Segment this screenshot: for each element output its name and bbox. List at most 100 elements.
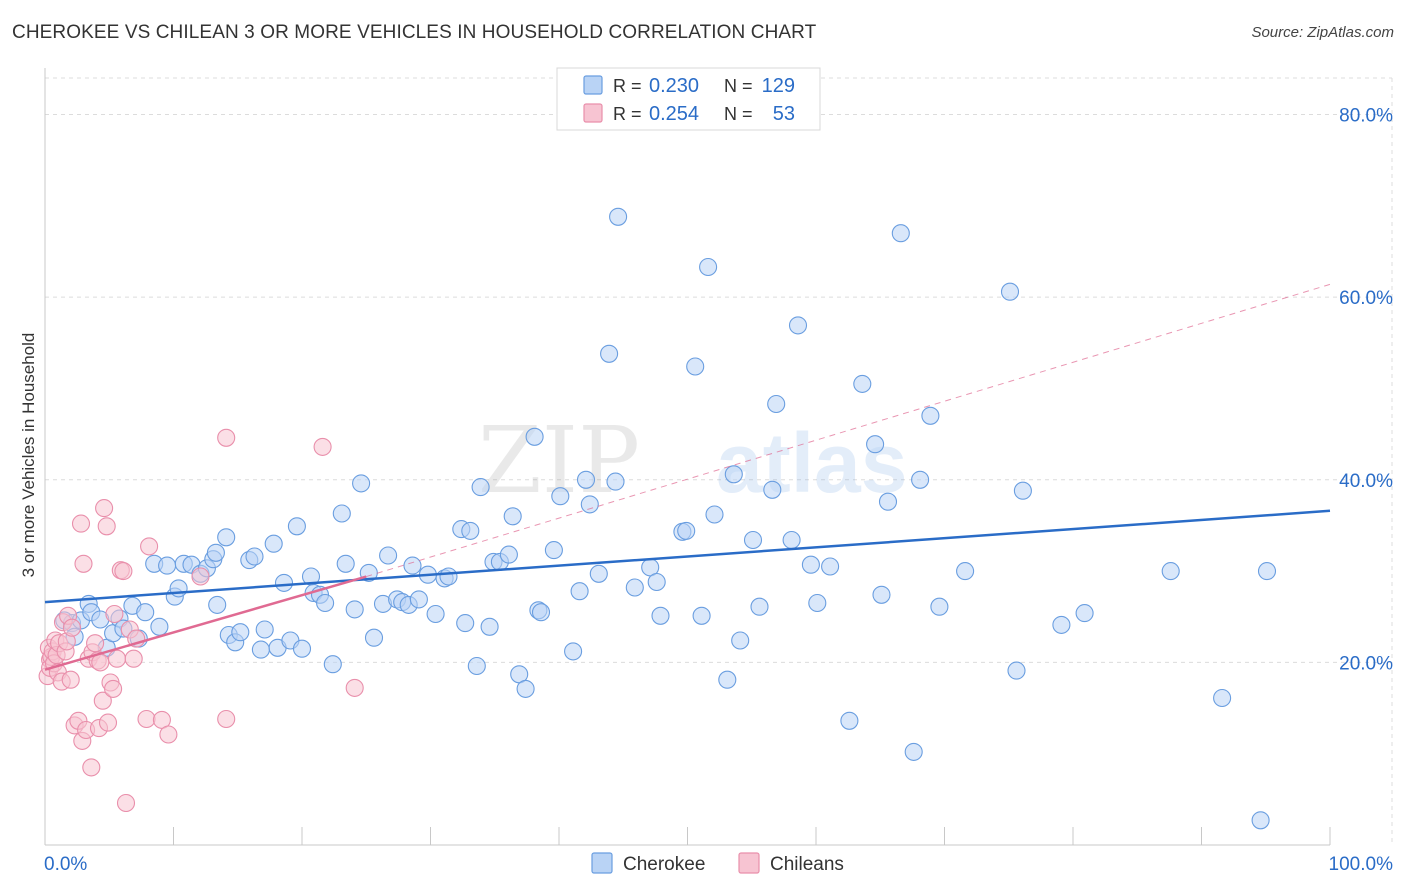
cherokee-point <box>705 505 724 524</box>
chileans-point <box>345 678 364 697</box>
y-tick-label-60: 60.0% <box>1339 288 1393 309</box>
series-cherokee-points <box>55 207 1277 830</box>
cherokee-point <box>264 534 283 553</box>
legend-n-value-chileans: 53 <box>773 103 795 125</box>
cherokee-point <box>480 617 499 636</box>
legend-swatch-cherokee <box>583 75 603 95</box>
cherokee-point <box>904 742 923 761</box>
cherokee-point <box>1075 604 1094 623</box>
cherokee-point <box>750 597 769 616</box>
legend-stats: R = 0.230 N = 129 R = 0.254 N = 53 <box>556 67 821 131</box>
chileans-point <box>62 618 82 637</box>
cherokee-point <box>891 224 910 243</box>
cherokee-point <box>1257 562 1277 581</box>
legend-r-label-chileans: R = <box>613 104 642 124</box>
chileans-point <box>97 517 116 536</box>
trend-lines <box>44 283 1331 671</box>
cherokee-point <box>743 530 763 550</box>
cherokee-point <box>911 470 930 489</box>
legend-n-value-cherokee: 129 <box>762 75 795 97</box>
cherokee-point <box>206 543 225 562</box>
cherokee-point <box>471 478 490 497</box>
cherokee-point <box>921 406 940 425</box>
chileans-point <box>104 679 123 698</box>
cherokee-point <box>352 474 371 493</box>
cherokee-point <box>866 435 885 454</box>
cherokee-point <box>718 670 737 689</box>
cherokee-point <box>956 562 975 581</box>
cherokee-point <box>467 656 486 676</box>
cherokee-point <box>332 504 351 523</box>
chileans-point <box>140 537 159 556</box>
axes <box>44 68 1331 846</box>
cherokee-point <box>564 642 583 661</box>
legend-bottom-label-cherokee: Cherokee <box>623 854 705 875</box>
legend-r-label-cherokee: R = <box>613 76 642 96</box>
cherokee-point <box>409 590 428 609</box>
cherokee-point <box>208 595 227 614</box>
chileans-point <box>86 634 105 653</box>
cherokee-point <box>456 614 475 633</box>
chileans-point <box>105 604 124 624</box>
cherokee-point <box>255 620 274 639</box>
chart-title: CHEROKEE VS CHILEAN 3 OR MORE VEHICLES I… <box>12 22 817 43</box>
cherokee-point <box>136 603 155 622</box>
tick-labels: 20.0% 40.0% 60.0% 80.0% 0.0% 100.0% <box>44 106 1393 875</box>
cherokee-point <box>767 394 786 414</box>
watermark: ZIP atlas <box>478 407 908 514</box>
cherokee-point <box>245 547 264 566</box>
cherokee-point <box>531 603 551 622</box>
cherokee-point <box>686 357 705 376</box>
chileans-point <box>107 649 127 668</box>
cherokee-point <box>677 521 696 540</box>
chileans-point <box>71 514 91 533</box>
chileans-point <box>313 437 332 456</box>
cherokee-point <box>426 604 445 624</box>
chileans-point <box>159 725 178 744</box>
cherokee-point <box>570 582 589 601</box>
legend-n-label-chileans: N = <box>724 104 753 124</box>
cherokee-point <box>461 521 480 540</box>
cherokee-point <box>544 541 563 560</box>
source-credit: Source: ZipAtlas.com <box>1251 24 1394 41</box>
cherokee-point <box>169 579 188 598</box>
cherokee-point <box>1007 661 1026 680</box>
chileans-point <box>82 758 101 777</box>
cherokee-point <box>782 530 801 550</box>
cherokee-point <box>808 593 827 613</box>
chileans-point <box>217 428 236 447</box>
cherokee-point <box>821 557 840 576</box>
cherokee-point <box>292 639 312 658</box>
chileans-point <box>217 709 236 729</box>
cherokee-point <box>516 679 535 698</box>
chileans-point <box>137 709 156 729</box>
cherokee-point <box>600 344 619 363</box>
chileans-point <box>98 713 118 732</box>
y-tick-label-40: 40.0% <box>1339 471 1393 492</box>
cherokee-point <box>731 631 750 650</box>
cherokee-point <box>589 564 608 583</box>
cherokee-point <box>801 555 820 574</box>
cherokee-point <box>379 546 398 565</box>
cherokee-point <box>576 470 596 489</box>
legend-r-value-cherokee: 0.230 <box>649 75 699 97</box>
legend-r-value-chileans: 0.254 <box>649 103 699 125</box>
cherokee-point <box>1251 811 1270 830</box>
cherokee-point <box>231 623 250 642</box>
legend-bottom-label-chileans: Chileans <box>770 854 844 875</box>
legend-swatch-chileans <box>583 103 603 123</box>
chileans-trend-line <box>44 575 367 671</box>
cherokee-point <box>345 600 364 619</box>
watermark-atlas: atlas <box>716 416 907 510</box>
cherokee-point <box>503 507 522 526</box>
cherokee-trend-line <box>44 509 1331 604</box>
legend-bottom-swatch-cherokee <box>591 852 613 874</box>
legend-n-label-cherokee: N = <box>724 76 753 96</box>
x-tick-label-0: 0.0% <box>44 854 87 875</box>
cherokee-point <box>580 495 599 514</box>
chileans-trend-extension <box>366 283 1331 578</box>
chileans-point <box>93 691 112 710</box>
cherokee-point <box>217 528 236 547</box>
cherokee-point <box>1161 562 1180 581</box>
